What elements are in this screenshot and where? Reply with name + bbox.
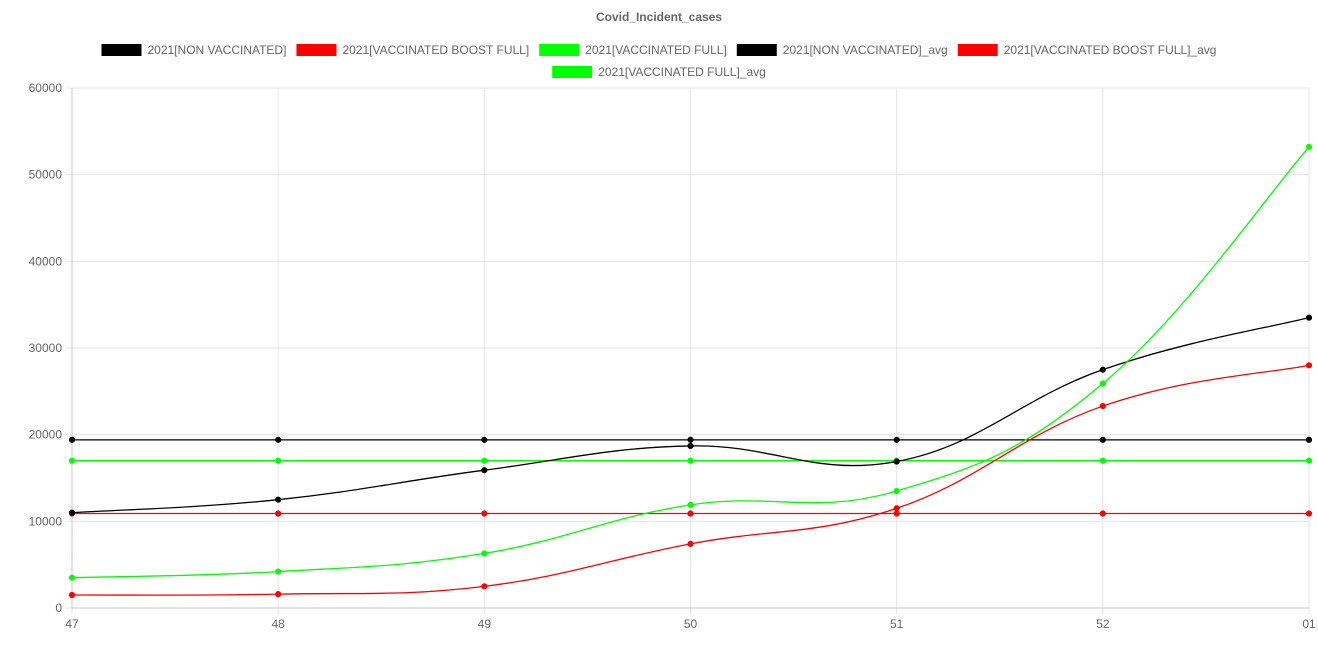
grid-layer (66, 87, 1310, 614)
series-5 (68, 457, 1313, 464)
y-tick-label: 50000 (29, 168, 63, 182)
legend-item[interactable]: 2021[VACCINATED FULL] (539, 43, 727, 57)
data-point[interactable] (275, 568, 282, 575)
data-point[interactable] (893, 510, 900, 517)
legend-label: 2021[VACCINATED FULL]_avg (598, 65, 766, 79)
legend-label: 2021[NON VACCINATED] (148, 43, 287, 57)
data-point[interactable] (1099, 402, 1106, 410)
x-tick-label: 49 (478, 617, 492, 631)
x-tick-label: 48 (271, 617, 285, 631)
y-tick-label: 0 (55, 601, 62, 615)
legend-label: 2021[VACCINATED BOOST FULL] (342, 43, 529, 57)
data-point[interactable] (1305, 510, 1313, 517)
data-point[interactable] (275, 436, 282, 443)
axis-layer: 0 10000 20000 30000 40000 50000 60000 47 48 49 50 5… (29, 81, 1316, 631)
x-tick-label: 47 (65, 617, 79, 631)
legend[interactable]: 2021[NON VACCINATED] 2021[VACCINATED BOOS… (101, 43, 1217, 79)
data-point[interactable] (687, 501, 694, 508)
y-tick-label: 10000 (29, 514, 63, 528)
data-point[interactable] (1305, 143, 1313, 151)
legend-label: 2021[NON VACCINATED]_avg (783, 43, 948, 57)
data-point[interactable] (275, 510, 282, 517)
legend-swatch (101, 44, 142, 56)
y-tick-label: 60000 (29, 81, 63, 95)
data-point[interactable] (687, 457, 694, 464)
data-point[interactable] (1305, 457, 1313, 464)
data-point[interactable] (893, 458, 900, 465)
x-tick-label: 51 (890, 617, 904, 631)
x-tick-label: 52 (1096, 617, 1110, 631)
legend-swatch (552, 66, 593, 78)
x-tick-label: 50 (684, 617, 698, 631)
chart-title: Covid_Incident_cases (596, 10, 722, 24)
data-point[interactable] (481, 467, 488, 474)
legend-item[interactable]: 2021[VACCINATED BOOST FULL]_avg (957, 43, 1217, 57)
data-point[interactable] (68, 591, 76, 599)
legend-item[interactable]: 2021[NON VACCINATED]_avg (736, 43, 948, 57)
series-3 (68, 436, 1313, 443)
data-point[interactable] (275, 591, 282, 598)
series-1 (68, 362, 1313, 599)
data-point[interactable] (687, 442, 694, 450)
legend-swatch (539, 44, 580, 56)
data-point[interactable] (1099, 380, 1106, 387)
legend-item[interactable]: 2021[NON VACCINATED] (101, 43, 287, 57)
data-point[interactable] (68, 457, 76, 464)
legend-swatch (957, 44, 998, 56)
data-point[interactable] (1099, 366, 1106, 373)
data-point[interactable] (481, 436, 488, 443)
y-tick-label: 40000 (29, 254, 63, 268)
data-point[interactable] (68, 574, 76, 581)
data-point[interactable] (68, 436, 76, 443)
data-point[interactable] (481, 550, 488, 557)
legend-label: 2021[VACCINATED BOOST FULL]_avg (1004, 43, 1217, 57)
data-point[interactable] (687, 436, 694, 443)
data-point[interactable] (687, 510, 694, 517)
series-0 (68, 314, 1313, 516)
data-point[interactable] (1099, 510, 1106, 517)
data-point[interactable] (481, 457, 488, 464)
legend-item[interactable]: 2021[VACCINATED BOOST FULL] (296, 43, 529, 57)
legend-swatch (736, 44, 777, 56)
data-point[interactable] (275, 457, 282, 464)
series-2 (68, 143, 1313, 581)
data-point[interactable] (1305, 362, 1313, 369)
data-point[interactable] (481, 583, 488, 590)
x-tick-label: 01 (1302, 617, 1316, 631)
legend-swatch (296, 44, 337, 56)
series-layer (68, 143, 1313, 599)
data-point[interactable] (1099, 457, 1106, 464)
data-point[interactable] (687, 540, 694, 547)
data-point[interactable] (68, 509, 76, 516)
data-point[interactable] (893, 436, 900, 443)
data-point[interactable] (275, 496, 282, 503)
series-4 (68, 510, 1313, 517)
y-tick-label: 20000 (29, 428, 63, 442)
legend-label: 2021[VACCINATED FULL] (585, 43, 727, 57)
data-point[interactable] (893, 487, 900, 495)
data-point[interactable] (1099, 436, 1106, 443)
data-point[interactable] (893, 505, 900, 512)
data-point[interactable] (1305, 314, 1313, 321)
data-point[interactable] (1305, 436, 1313, 443)
data-point[interactable] (481, 510, 488, 517)
legend-item[interactable]: 2021[VACCINATED FULL]_avg (552, 65, 766, 79)
y-tick-label: 30000 (29, 341, 63, 355)
